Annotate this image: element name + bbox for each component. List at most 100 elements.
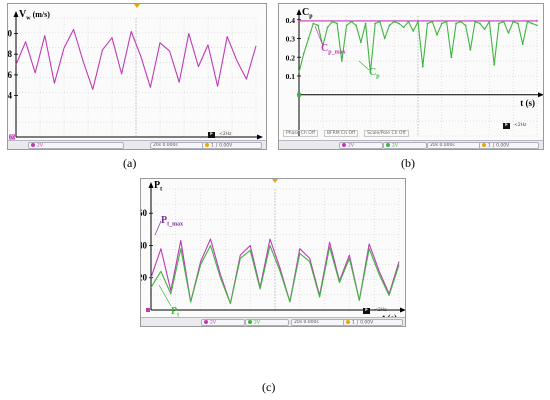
filter-indicator: F <2Hz xyxy=(363,308,387,314)
caption-c: (c) xyxy=(262,380,276,394)
series-2-point xyxy=(431,20,434,23)
y-tick-label: 40 xyxy=(141,240,148,250)
series-2-point xyxy=(450,56,453,59)
series-2-point xyxy=(312,22,315,25)
scope-panel-b: 0.1 0.2 0.3 0.4 Cp t (s) Cp_max Cp Phase Ch Off… xyxy=(278,3,544,150)
y-tick-label: 0.4 xyxy=(286,16,296,25)
series-2-point xyxy=(483,28,486,31)
series-2-point xyxy=(393,20,396,23)
trigger-status: 1 ∫ 0.00V xyxy=(479,142,539,149)
series-2-point xyxy=(498,22,500,25)
series-1-point xyxy=(298,19,300,22)
series-line-2 xyxy=(150,244,400,305)
y-axis-label: Cp xyxy=(302,7,313,20)
channel-ref-label: Z0 xyxy=(9,135,15,140)
series-2-point xyxy=(474,20,477,23)
timebase-status: 20s 0.000s xyxy=(427,142,481,149)
series-2-point xyxy=(307,37,310,40)
series-2-point xyxy=(421,65,424,68)
annotation-pt-max-leader xyxy=(154,220,162,236)
series-2-point xyxy=(488,20,491,23)
channel-b-status: 2V xyxy=(383,142,427,149)
series-2-point xyxy=(478,22,481,25)
series-2-point xyxy=(502,20,505,23)
series-2-point xyxy=(374,22,377,25)
series-2-point xyxy=(459,20,462,23)
y-tick-label: 10 xyxy=(8,29,13,39)
annotation-cp-max-leader xyxy=(314,25,324,47)
x-axis-arrow xyxy=(400,307,405,313)
series-2-point xyxy=(507,31,510,34)
annotation-cp: Cp xyxy=(369,67,380,80)
status-bar: 2V 2V 20s 0.000s 1 ∫ 0.00V xyxy=(141,317,405,326)
trigger-status: 1 ∫ 0.00V xyxy=(343,319,403,326)
series-2-point xyxy=(379,20,381,23)
series-2-point xyxy=(517,22,519,25)
x-axis-arrow xyxy=(257,134,263,140)
series-2-point xyxy=(402,26,405,29)
y-tick-label: 8 xyxy=(8,49,13,59)
channel-ref-marker xyxy=(297,92,301,97)
series-2-point xyxy=(298,71,300,74)
series-2-point xyxy=(469,48,472,51)
series-2-point xyxy=(531,22,534,25)
series-2-point xyxy=(317,24,319,27)
grid xyxy=(298,15,538,137)
series-2-point xyxy=(383,37,386,40)
series-line-1 xyxy=(15,28,257,90)
series-2-point xyxy=(345,24,348,27)
status-bar: 2V 2V 20s 0.000s 1 ∫ 0.00V xyxy=(279,140,543,149)
series-2-point xyxy=(417,20,419,23)
vs-row: Phase Ch Off BFRM Ch Off Scale/Pole Ch Off xyxy=(283,130,493,137)
series-2-point xyxy=(464,24,467,27)
series-2-point xyxy=(493,63,496,66)
annotation-pt-max: Pt_max xyxy=(161,215,183,228)
channel-a-status: 2V xyxy=(201,319,245,326)
series-2-point xyxy=(369,71,372,74)
series-2-point xyxy=(326,26,329,29)
series-2-point xyxy=(521,43,524,46)
series-2-point xyxy=(440,22,443,25)
series-2-point xyxy=(407,20,410,23)
y-tick-label: 0.2 xyxy=(286,53,296,62)
series-2-point xyxy=(398,22,400,25)
grid xyxy=(150,188,400,311)
y-tick-label: 60 xyxy=(141,208,148,218)
x-axis-label: t (s) xyxy=(520,98,535,108)
x-axis-arrow xyxy=(538,92,543,98)
series-2-point xyxy=(336,22,338,25)
series-2-point xyxy=(388,24,391,27)
annotation-cp-leader xyxy=(358,60,370,71)
series-2-point xyxy=(340,60,343,62)
y-axis-label: Vw (m/s) xyxy=(19,9,50,22)
y-tick-label: 6 xyxy=(8,70,13,80)
y-axis-arrow xyxy=(13,11,19,17)
y-tick-label: 4 xyxy=(8,91,13,101)
channel-a-status: 2V xyxy=(28,142,124,149)
series-2-point xyxy=(455,22,457,25)
channel-b-status: 2V xyxy=(245,319,289,326)
y-tick-label: 20 xyxy=(141,273,148,283)
series-1-point xyxy=(536,19,538,22)
annotation-cp-max: Cp_max xyxy=(321,43,346,56)
series-2-point xyxy=(359,41,362,44)
status-bar: 2V 20s 0.000s 1 ∫ 0.00V xyxy=(8,140,266,149)
y-axis-arrow xyxy=(296,9,302,15)
caption-a: (a) xyxy=(123,156,137,170)
y-axis-arrow xyxy=(148,182,154,188)
series-2-point xyxy=(536,24,538,27)
scope-panel-a: 46810Vw (m/s)t (s)Z0 F<2Hz 2V 20s 0.000s… xyxy=(7,3,267,150)
series-2-point xyxy=(426,22,429,25)
series-2-point xyxy=(512,20,515,23)
series-2-point xyxy=(355,24,358,27)
series-2-point xyxy=(412,30,415,32)
trigger-marker xyxy=(134,4,140,8)
channel-ref-marker xyxy=(9,134,15,140)
filter-indicator: F <2Hz xyxy=(503,123,527,129)
series-2-point xyxy=(436,33,438,36)
annotation-pt: Pt xyxy=(171,306,179,319)
y-tick-label: 0.1 xyxy=(286,72,296,81)
timebase-status: 20s 0.000s xyxy=(291,319,345,326)
series-2-point xyxy=(350,20,353,23)
